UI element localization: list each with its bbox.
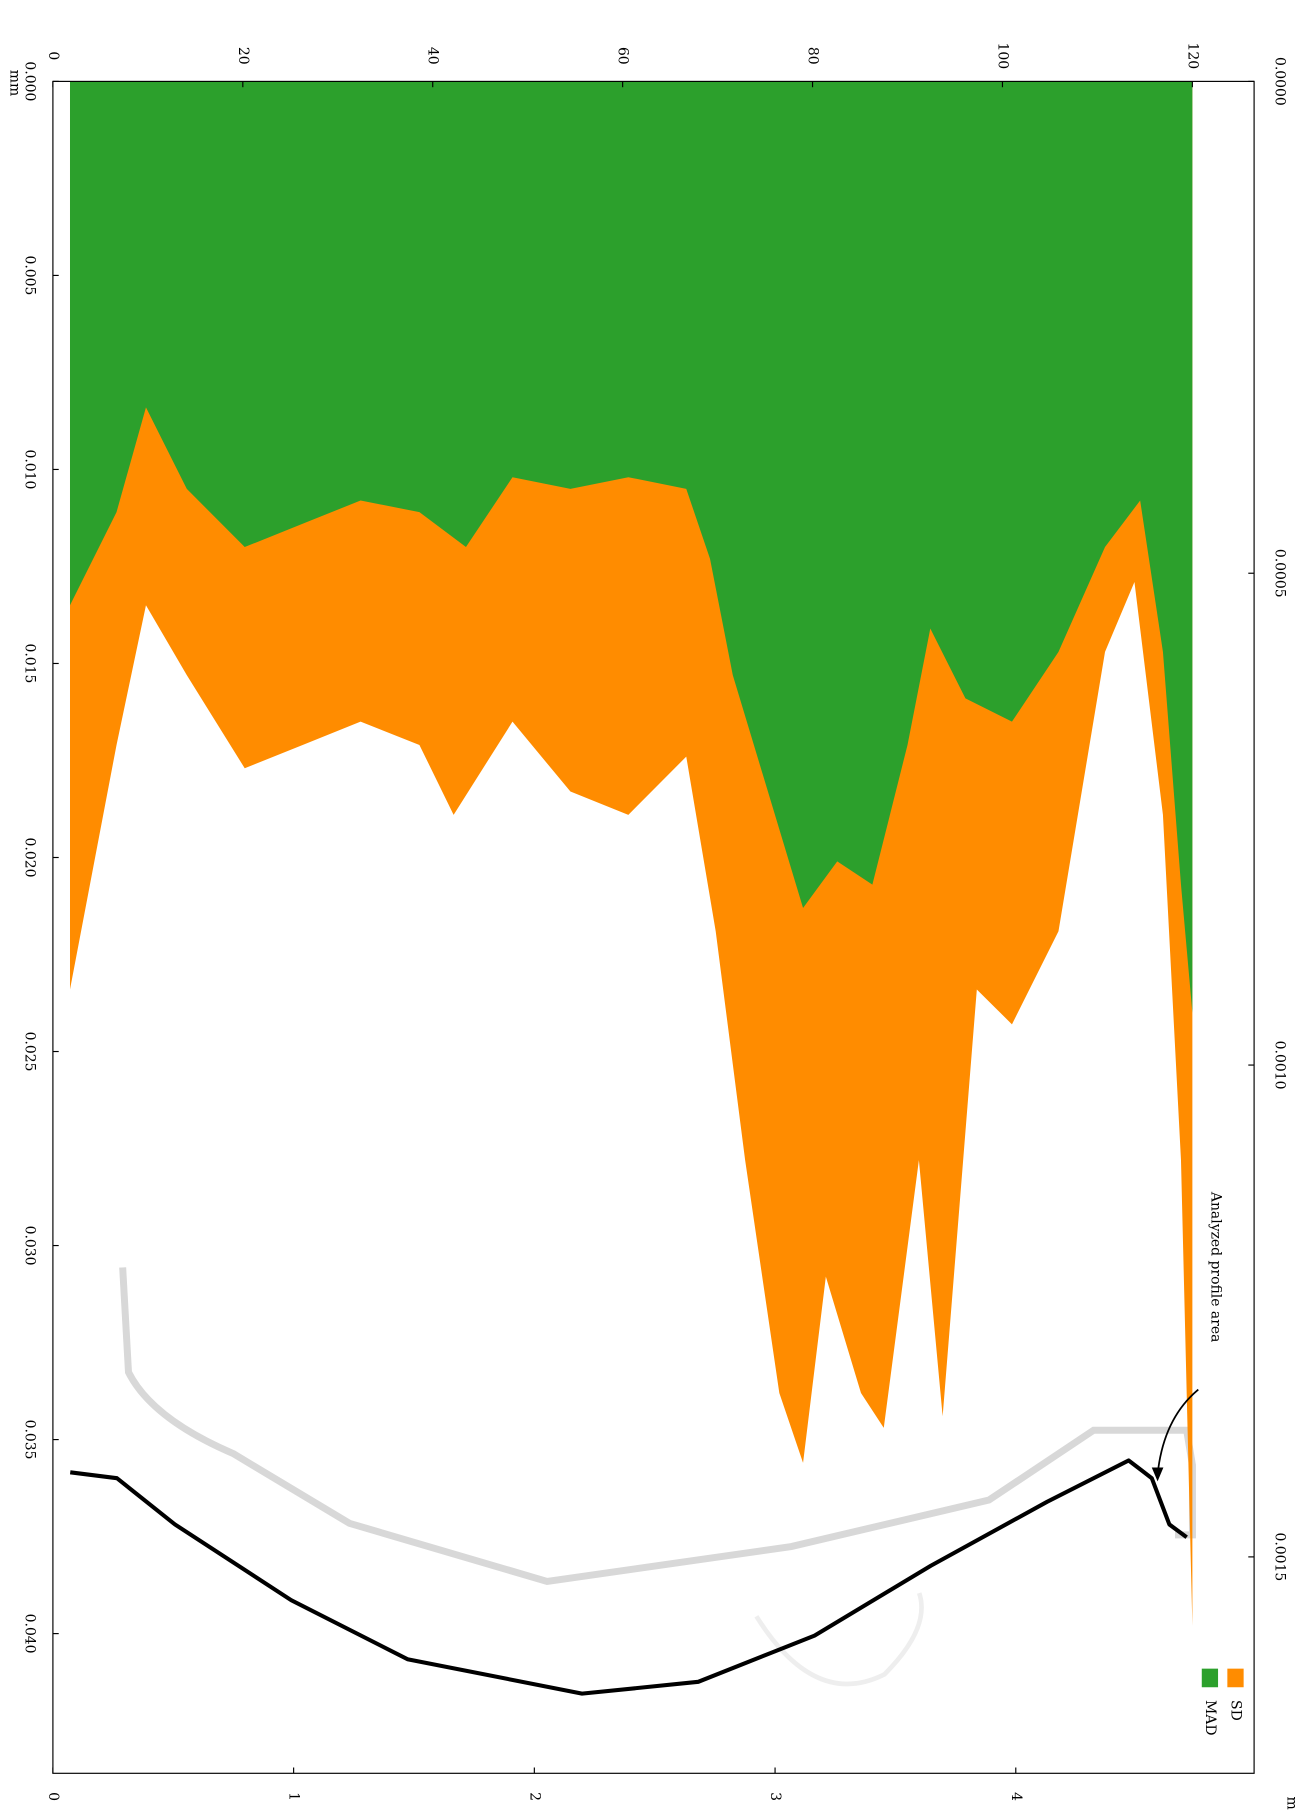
legend-swatch [1227, 1668, 1244, 1688]
y-tick-label: 0.0015 [1272, 1533, 1288, 1582]
y-tick-label: 0.030 [22, 1226, 38, 1266]
annotation-arrow [1156, 1388, 1199, 1475]
x-tick-label: 3 [767, 1792, 783, 1801]
y-tick-label: 0.040 [22, 1614, 38, 1654]
y-tick-label: 0.005 [22, 255, 38, 295]
y-tick-label: 0.000 [22, 61, 38, 101]
x-tick-label: 0 [45, 1792, 61, 1801]
profile-line [69, 1458, 1188, 1696]
legend-label: MAD [1202, 1700, 1218, 1736]
y-tick-label: 0.035 [22, 1420, 38, 1460]
x-axis-label: mm [7, 70, 23, 96]
axes-frame [52, 80, 1255, 1774]
legend-label: SD [1227, 1700, 1243, 1721]
y-tick-label: 0.0010 [1272, 1041, 1288, 1090]
y-tick-label: 0.0005 [1272, 549, 1288, 598]
y-tick-label: 0.020 [22, 838, 38, 878]
x-tick-label: 0 [45, 51, 61, 60]
x-tick-label: 100 [994, 43, 1010, 70]
x-tick-label: 4 [1008, 1792, 1024, 1801]
ghost-profile [119, 1267, 1196, 1585]
y-tick-label: 0.0000 [1272, 57, 1288, 106]
x-tick-label: 1 [286, 1792, 302, 1801]
plot-area [69, 81, 1196, 1687]
y-tick-label: 0.025 [22, 1032, 38, 1072]
y-tick-label: 0.010 [22, 449, 38, 489]
x-tick-label: 2 [526, 1792, 542, 1801]
ghost-shape [754, 1592, 924, 1687]
x-axis-label: m [1283, 1797, 1299, 1810]
area [69, 81, 1193, 1013]
x-tick-label: 80 [805, 47, 821, 65]
x-tick-label: 120 [1184, 43, 1200, 70]
annotation: Analyzed profile area [1208, 1191, 1224, 1343]
arrow-head [1151, 1467, 1164, 1482]
x-tick-label: 40 [425, 47, 441, 65]
y-tick-label: 0.015 [22, 644, 38, 684]
legend-swatch [1201, 1668, 1219, 1688]
x-tick-label: 20 [235, 47, 251, 65]
x-tick-label: 60 [615, 47, 631, 65]
